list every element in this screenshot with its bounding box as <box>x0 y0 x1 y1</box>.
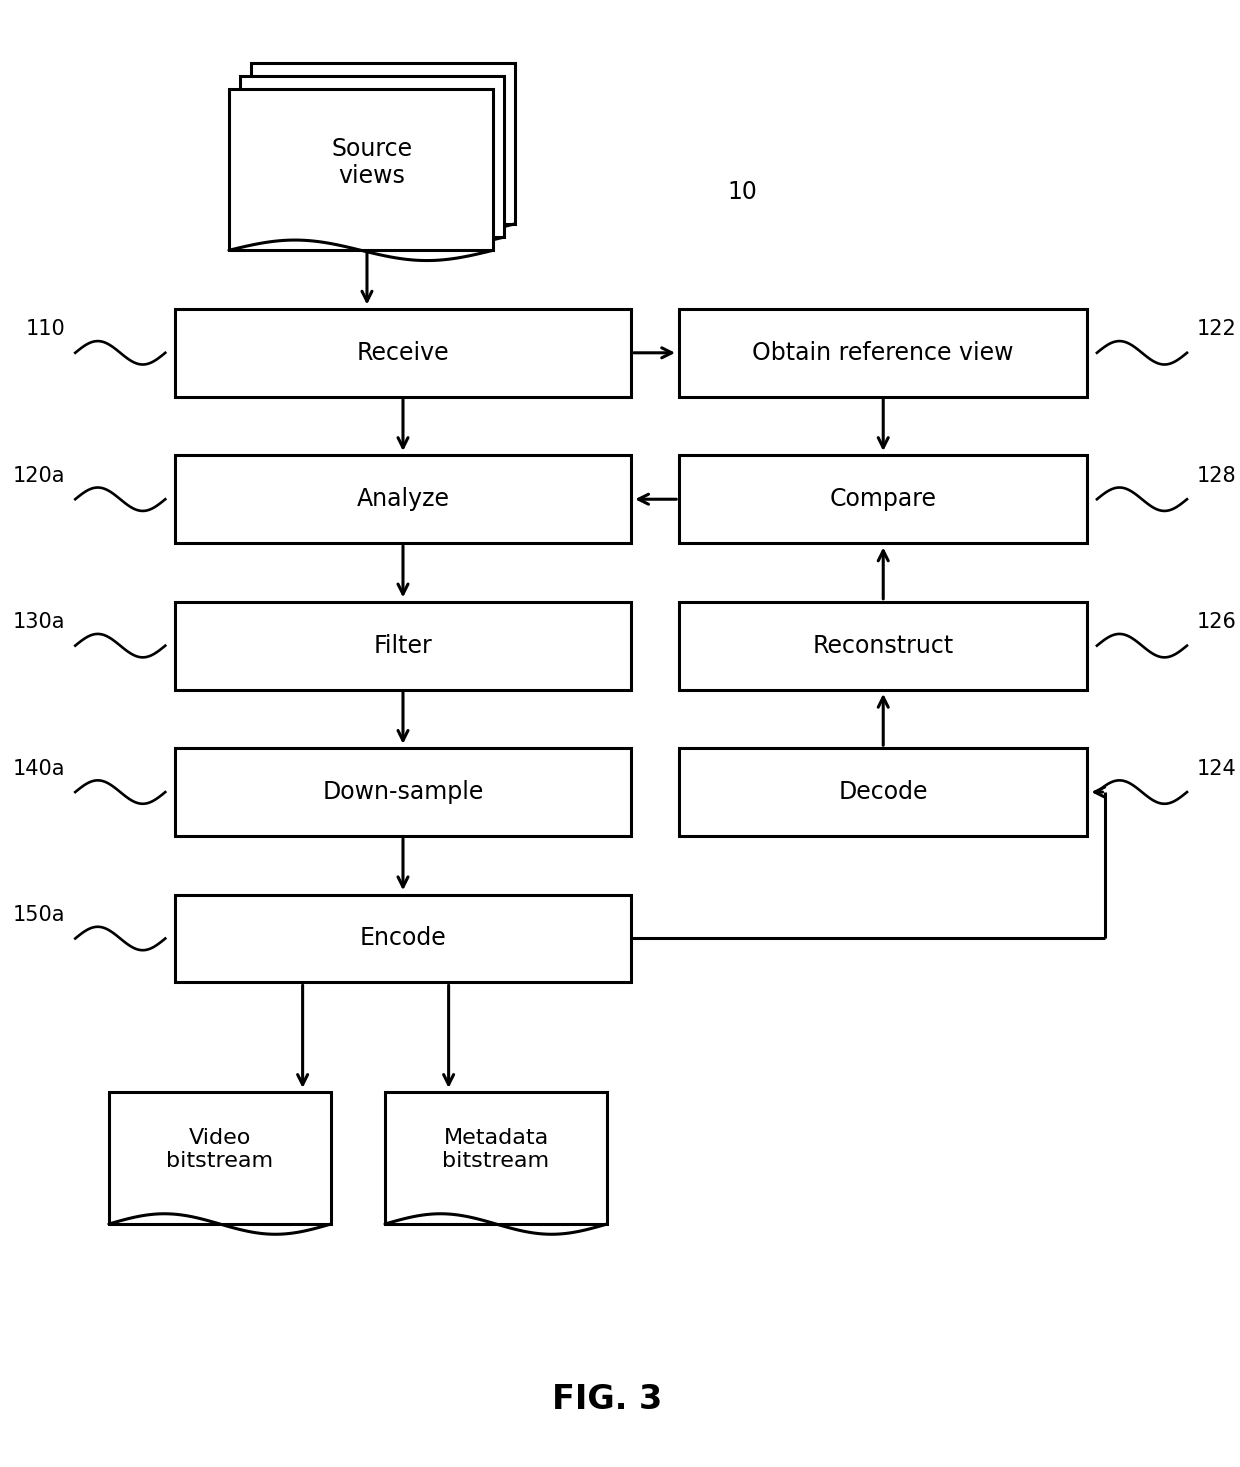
Text: 124: 124 <box>1197 758 1236 779</box>
FancyBboxPatch shape <box>175 895 631 983</box>
FancyBboxPatch shape <box>175 748 631 836</box>
FancyBboxPatch shape <box>109 1093 331 1223</box>
Text: Decode: Decode <box>838 780 928 804</box>
Text: 120a: 120a <box>14 467 66 486</box>
Text: 150a: 150a <box>14 905 66 926</box>
Text: FIG. 3: FIG. 3 <box>552 1383 662 1416</box>
Text: 126: 126 <box>1197 612 1236 632</box>
Text: 140a: 140a <box>14 758 66 779</box>
FancyBboxPatch shape <box>250 63 515 224</box>
FancyBboxPatch shape <box>175 455 631 543</box>
FancyBboxPatch shape <box>239 76 503 238</box>
Text: Encode: Encode <box>360 927 446 951</box>
Text: 110: 110 <box>26 320 66 339</box>
Text: Metadata
bitstream: Metadata bitstream <box>443 1128 549 1171</box>
Text: Receive: Receive <box>357 340 449 365</box>
Text: 10: 10 <box>727 180 758 204</box>
Text: Obtain reference view: Obtain reference view <box>753 340 1014 365</box>
FancyBboxPatch shape <box>680 601 1087 689</box>
Text: Video
bitstream: Video bitstream <box>166 1128 274 1171</box>
Text: 130a: 130a <box>14 612 66 632</box>
Text: Down-sample: Down-sample <box>322 780 484 804</box>
Text: Analyze: Analyze <box>356 487 449 511</box>
FancyBboxPatch shape <box>680 748 1087 836</box>
Text: 128: 128 <box>1197 467 1236 486</box>
Text: Filter: Filter <box>373 634 433 657</box>
FancyBboxPatch shape <box>680 455 1087 543</box>
Text: Source
views: Source views <box>331 136 413 188</box>
FancyBboxPatch shape <box>680 310 1087 396</box>
FancyBboxPatch shape <box>175 310 631 396</box>
FancyBboxPatch shape <box>229 89 494 251</box>
Text: 122: 122 <box>1197 320 1236 339</box>
FancyBboxPatch shape <box>175 601 631 689</box>
FancyBboxPatch shape <box>384 1093 608 1223</box>
Text: Compare: Compare <box>830 487 936 511</box>
Text: Reconstruct: Reconstruct <box>812 634 954 657</box>
